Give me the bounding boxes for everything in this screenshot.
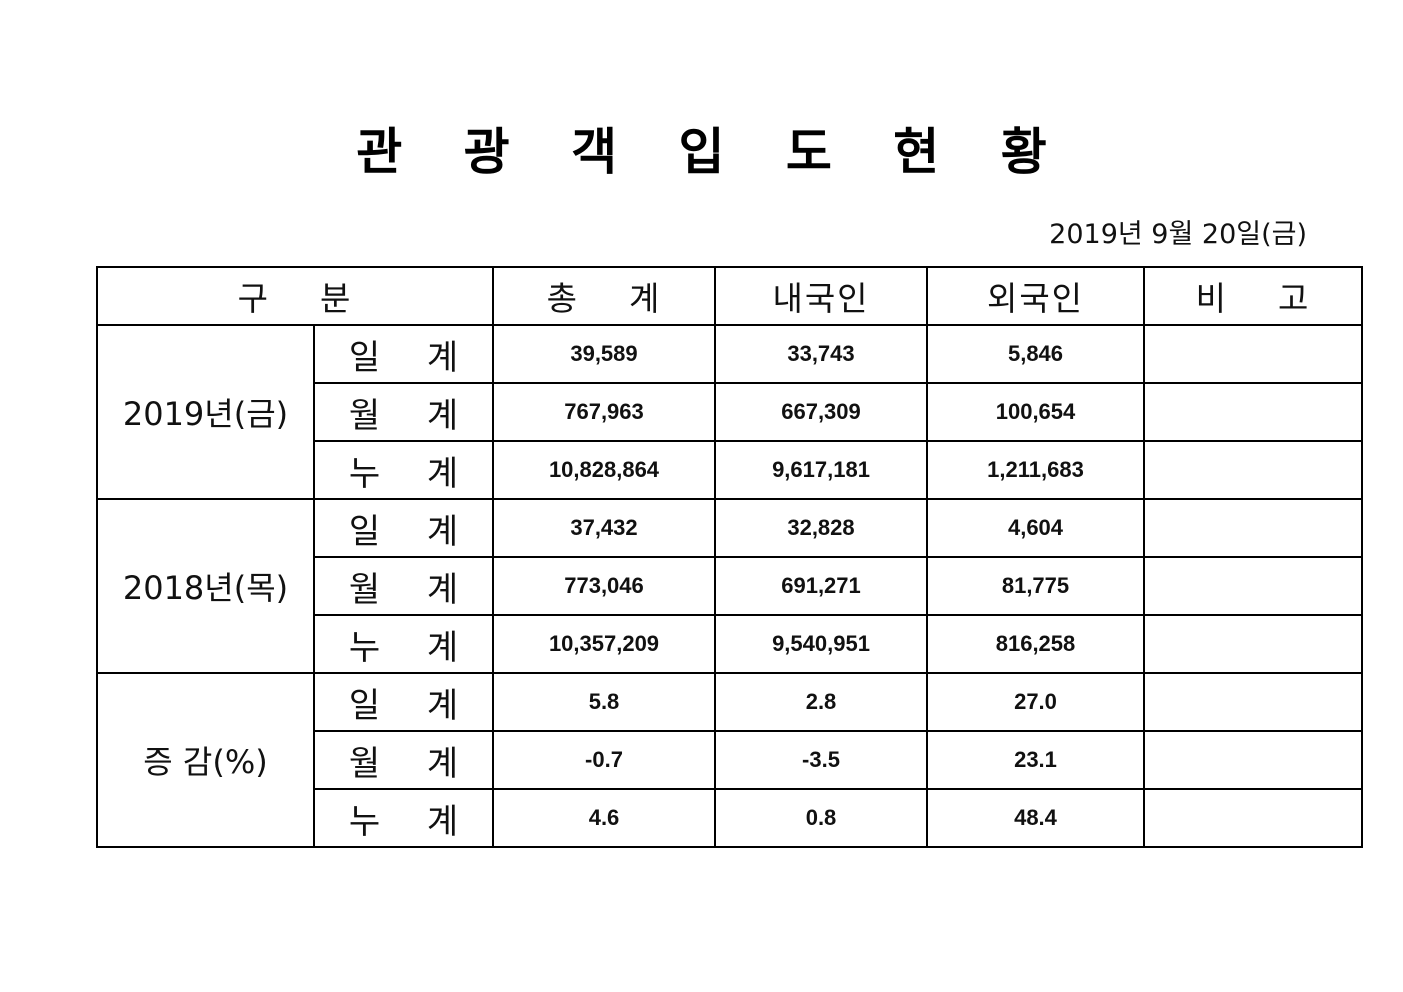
table-row: 증 감(%) 일 계 5.8 2.8 27.0: [96, 672, 1363, 848]
group-label-change-percent: 증 감(%): [96, 672, 315, 848]
cell-total: 10,828,864: [492, 440, 716, 500]
tourist-statistics-table: 구 분 총 계 내국인 외국인 비 고 2019년(금) 일 계 39,589 …: [96, 266, 1363, 848]
row-label: 월 계: [313, 556, 494, 616]
row-label: 누 계: [313, 440, 494, 500]
row-label: 누 계: [313, 788, 494, 848]
cell-foreign: 1,211,683: [926, 440, 1145, 500]
table-row: 2019년(금) 일 계 39,589 33,743 5,846: [96, 324, 1363, 500]
cell-foreign: 81,775: [926, 556, 1145, 616]
cell-domestic: 0.8: [714, 788, 928, 848]
cell-total: -0.7: [492, 730, 716, 790]
cell-note: [1143, 498, 1363, 558]
cell-domestic: 9,540,951: [714, 614, 928, 674]
cell-note: [1143, 440, 1363, 500]
header-note: 비 고: [1143, 266, 1363, 326]
cell-note: [1143, 556, 1363, 616]
cell-total: 37,432: [492, 498, 716, 558]
row-label: 일 계: [313, 324, 494, 384]
cell-foreign: 5,846: [926, 324, 1145, 384]
group-label-2019: 2019년(금): [96, 324, 315, 500]
cell-domestic: 33,743: [714, 324, 928, 384]
cell-domestic: 32,828: [714, 498, 928, 558]
cell-total: 5.8: [492, 672, 716, 732]
table-row: 누 계 10,357,209 9,540,951 816,258: [97, 614, 1363, 674]
group-label-2018: 2018년(목): [96, 498, 315, 674]
cell-domestic: 9,617,181: [714, 440, 928, 500]
cell-foreign: 816,258: [926, 614, 1145, 674]
table-row: 누 계 10,828,864 9,617,181 1,211,683: [97, 440, 1363, 500]
cell-foreign: 4,604: [926, 498, 1145, 558]
table-row: 누 계 4.6 0.8 48.4: [97, 788, 1363, 848]
header-row: 구 분 총 계 내국인 외국인 비 고: [96, 266, 1363, 326]
header-foreign: 외국인: [926, 266, 1145, 326]
cell-total: 39,589: [492, 324, 716, 384]
cell-note: [1143, 788, 1363, 848]
cell-foreign: 27.0: [926, 672, 1145, 732]
cell-foreign: 100,654: [926, 382, 1145, 442]
row-label: 누 계: [313, 614, 494, 674]
row-label: 일 계: [313, 498, 494, 558]
header-category: 구 분: [96, 266, 494, 326]
cell-domestic: 667,309: [714, 382, 928, 442]
cell-domestic: 691,271: [714, 556, 928, 616]
table-row: 월 계 773,046 691,271 81,775: [97, 556, 1363, 616]
row-label: 월 계: [313, 730, 494, 790]
cell-total: 767,963: [492, 382, 716, 442]
cell-note: [1143, 672, 1363, 732]
cell-note: [1143, 730, 1363, 790]
row-label: 일 계: [313, 672, 494, 732]
report-date: 2019년 9월 20일(금): [1049, 219, 1307, 250]
header-total: 총 계: [492, 266, 716, 326]
cell-domestic: 2.8: [714, 672, 928, 732]
row-label: 월 계: [313, 382, 494, 442]
cell-total: 773,046: [492, 556, 716, 616]
cell-foreign: 23.1: [926, 730, 1145, 790]
cell-total: 4.6: [492, 788, 716, 848]
document-title: 관 광 객 입 도 현 황: [356, 123, 1069, 181]
table-row: 월 계 767,963 667,309 100,654: [97, 382, 1363, 442]
cell-note: [1143, 382, 1363, 442]
cell-note: [1143, 324, 1363, 384]
cell-domestic: -3.5: [714, 730, 928, 790]
table-row: 2018년(목) 일 계 37,432 32,828 4,604: [96, 498, 1363, 674]
header-domestic: 내국인: [714, 266, 928, 326]
cell-total: 10,357,209: [492, 614, 716, 674]
table-row: 월 계 -0.7 -3.5 23.1: [97, 730, 1363, 790]
cell-foreign: 48.4: [926, 788, 1145, 848]
cell-note: [1143, 614, 1363, 674]
